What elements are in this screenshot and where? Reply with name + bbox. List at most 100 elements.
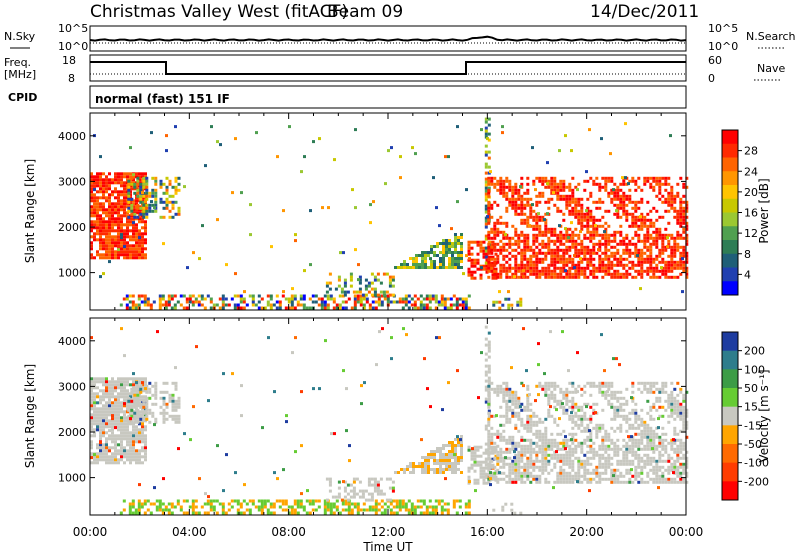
range-cell <box>682 260 686 264</box>
range-cell <box>138 172 141 176</box>
range-cell <box>362 306 366 310</box>
range-cell <box>129 434 132 438</box>
range-cell <box>574 242 578 246</box>
range-cell <box>562 242 566 246</box>
range-cell <box>564 227 567 231</box>
range-cell <box>487 477 491 481</box>
range-cell <box>541 384 545 388</box>
range-cell <box>637 269 641 273</box>
range-cell <box>135 458 138 462</box>
range-cell <box>583 215 587 219</box>
range-cell <box>320 306 324 310</box>
range-cell <box>93 202 96 206</box>
range-cell <box>132 452 135 456</box>
range-cell <box>482 249 486 253</box>
range-cell <box>215 511 219 515</box>
range-cell <box>487 212 491 216</box>
range-cell <box>125 294 129 298</box>
range-cell <box>177 417 181 421</box>
range-cell <box>151 191 155 195</box>
range-cell <box>622 396 626 400</box>
range-cell <box>667 266 671 270</box>
range-cell <box>511 462 515 466</box>
range-cell <box>123 208 126 212</box>
range-cell <box>661 251 665 255</box>
range-cell <box>427 471 430 474</box>
range-cell <box>610 390 614 394</box>
range-cell <box>625 197 629 201</box>
range-cell <box>231 191 234 195</box>
range-cell <box>624 122 627 126</box>
range-cell <box>526 197 530 201</box>
range-cell <box>108 184 111 188</box>
range-cell <box>212 303 216 307</box>
range-cell <box>114 389 117 393</box>
range-cell <box>242 300 246 304</box>
range-cell <box>637 206 641 210</box>
range-cell <box>114 196 117 200</box>
range-cell <box>108 229 111 233</box>
range-cell <box>442 266 445 269</box>
range-cell <box>382 272 386 276</box>
range-cell <box>179 303 183 307</box>
range-cell <box>547 453 551 457</box>
range-cell <box>454 465 457 468</box>
range-cell <box>455 306 459 310</box>
range-cell <box>517 450 521 454</box>
range-cell <box>331 495 335 499</box>
range-cell <box>135 226 138 230</box>
range-cell <box>640 468 644 472</box>
range-cell <box>541 245 545 249</box>
range-cell <box>559 390 563 394</box>
range-cell <box>673 263 677 267</box>
range-cell <box>132 221 135 225</box>
range-cell <box>111 202 114 206</box>
range-cell <box>610 474 614 478</box>
range-cell <box>526 182 530 186</box>
range-cell <box>541 233 545 237</box>
range-cell <box>93 199 96 203</box>
range-cell <box>139 188 143 192</box>
range-cell <box>96 380 99 384</box>
range-cell <box>96 455 99 459</box>
range-cell <box>154 402 158 406</box>
range-cell <box>99 431 102 435</box>
range-cell <box>580 447 584 451</box>
range-cell <box>364 498 368 502</box>
range-cell <box>137 508 141 512</box>
range-cell <box>159 396 163 400</box>
range-cell <box>541 447 545 451</box>
range-cell <box>427 459 430 462</box>
range-cell <box>150 200 153 204</box>
range-cell <box>547 441 551 445</box>
range-cell <box>517 242 521 246</box>
range-cell <box>583 266 587 270</box>
range-cell <box>544 224 548 228</box>
range-cell <box>105 238 108 242</box>
range-cell <box>490 248 494 252</box>
range-cell <box>613 263 617 267</box>
range-cell <box>625 453 629 457</box>
range-cell <box>145 396 149 400</box>
range-cell <box>511 438 515 442</box>
range-cell <box>111 404 114 408</box>
range-cell <box>141 256 144 260</box>
range-cell <box>568 260 572 264</box>
range-cell <box>129 220 132 224</box>
range-cell <box>592 456 596 460</box>
range-cell <box>350 511 354 515</box>
range-cell <box>622 414 626 418</box>
range-cell <box>236 511 240 515</box>
range-cell <box>547 227 551 231</box>
range-cell <box>358 489 362 493</box>
range-cell <box>592 411 596 415</box>
range-cell <box>138 434 141 438</box>
range-cell <box>128 294 132 298</box>
range-cell <box>457 263 460 266</box>
range-cell <box>670 191 674 195</box>
range-cell <box>679 176 683 180</box>
range-cell <box>484 198 488 202</box>
range-cell <box>374 499 378 503</box>
range-cell <box>428 511 432 515</box>
range-cell <box>111 220 114 224</box>
